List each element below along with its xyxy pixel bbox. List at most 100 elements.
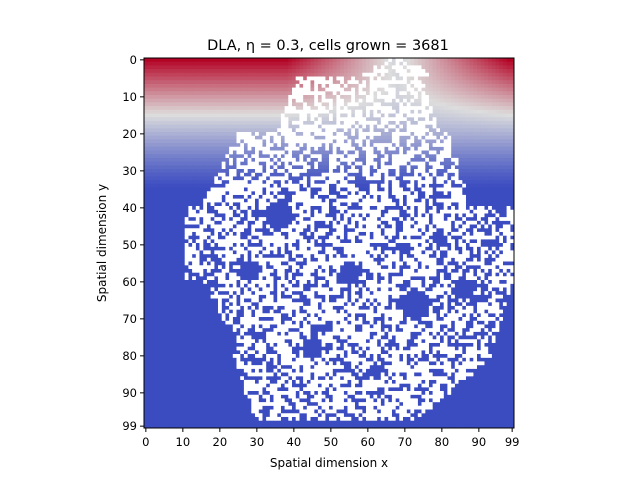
- heatmap-cell: [395, 272, 400, 277]
- heatmap-cell: [166, 324, 171, 329]
- heatmap-cell: [510, 109, 515, 114]
- heatmap-cell: [406, 246, 411, 251]
- heatmap-cell: [495, 165, 500, 170]
- heatmap-cell: [192, 132, 197, 137]
- heatmap-cell: [403, 302, 408, 307]
- heatmap-cell: [436, 124, 441, 129]
- heatmap-cell: [495, 180, 500, 185]
- heatmap-cell: [440, 243, 445, 248]
- heatmap-cell: [299, 294, 304, 299]
- heatmap-cell: [447, 261, 452, 266]
- heatmap-cell: [458, 183, 463, 188]
- heatmap-cell: [188, 346, 193, 351]
- heatmap-cell: [454, 117, 459, 122]
- heatmap-cell: [440, 139, 445, 144]
- heatmap-cell: [414, 335, 419, 340]
- heatmap-cell: [280, 143, 285, 148]
- heatmap-cell: [506, 294, 511, 299]
- heatmap-cell: [229, 120, 234, 125]
- heatmap-cell: [166, 109, 171, 114]
- heatmap-cell: [340, 120, 345, 125]
- heatmap-cell: [203, 76, 208, 81]
- heatmap-cell: [391, 58, 396, 63]
- heatmap-cell: [158, 132, 163, 137]
- heatmap-cell: [206, 139, 211, 144]
- heatmap-cell: [258, 243, 263, 248]
- heatmap-cell: [336, 339, 341, 344]
- heatmap-cell: [414, 313, 419, 318]
- heatmap-cell: [295, 72, 300, 77]
- heatmap-cell: [155, 291, 160, 296]
- heatmap-cell: [195, 335, 200, 340]
- heatmap-cell: [403, 265, 408, 270]
- heatmap-cell: [214, 113, 219, 118]
- heatmap-cell: [502, 235, 507, 240]
- heatmap-cell: [303, 346, 308, 351]
- heatmap-cell: [373, 180, 378, 185]
- heatmap-cell: [166, 80, 171, 85]
- heatmap-cell: [495, 87, 500, 92]
- heatmap-cell: [410, 287, 415, 292]
- heatmap-cell: [277, 254, 282, 259]
- heatmap-cell: [184, 298, 189, 303]
- heatmap-cell: [336, 69, 341, 74]
- heatmap-cell: [336, 294, 341, 299]
- heatmap-cell: [495, 124, 500, 129]
- heatmap-cell: [403, 287, 408, 292]
- heatmap-cell: [473, 69, 478, 74]
- heatmap-cell: [332, 76, 337, 81]
- heatmap-cell: [173, 298, 178, 303]
- heatmap-cell: [354, 69, 359, 74]
- heatmap-cell: [144, 350, 149, 355]
- heatmap-cell: [199, 302, 204, 307]
- heatmap-cell: [317, 172, 322, 177]
- heatmap-cell: [403, 83, 408, 88]
- heatmap-cell: [177, 98, 182, 103]
- heatmap-cell: [443, 61, 448, 66]
- heatmap-cell: [495, 80, 500, 85]
- heatmap-cell: [166, 224, 171, 229]
- heatmap-cell: [484, 287, 489, 292]
- heatmap-cell: [225, 117, 230, 122]
- heatmap-cell: [258, 58, 263, 63]
- heatmap-cell: [347, 313, 352, 318]
- heatmap-cell: [162, 87, 167, 92]
- heatmap-cell: [232, 95, 237, 100]
- heatmap-cell: [240, 257, 245, 262]
- heatmap-cell: [240, 69, 245, 74]
- heatmap-cell: [306, 58, 311, 63]
- heatmap-cell: [240, 83, 245, 88]
- heatmap-cell: [240, 113, 245, 118]
- heatmap-cell: [236, 172, 241, 177]
- heatmap-cell: [395, 224, 400, 229]
- heatmap-cell: [295, 254, 300, 259]
- heatmap-cell: [155, 257, 160, 262]
- heatmap-cell: [314, 339, 319, 344]
- heatmap-cell: [269, 220, 274, 225]
- heatmap-cell: [347, 180, 352, 185]
- heatmap-cell: [343, 339, 348, 344]
- heatmap-cell: [462, 135, 467, 140]
- heatmap-cell: [181, 350, 186, 355]
- heatmap-cell: [502, 309, 507, 314]
- heatmap-cell: [477, 250, 482, 255]
- heatmap-cell: [432, 187, 437, 192]
- heatmap-cell: [306, 161, 311, 166]
- heatmap-cell: [443, 268, 448, 273]
- heatmap-cell: [399, 143, 404, 148]
- heatmap-cell: [210, 302, 215, 307]
- heatmap-cell: [192, 139, 197, 144]
- heatmap-cell: [388, 328, 393, 333]
- heatmap-cell: [495, 291, 500, 296]
- heatmap-cell: [506, 117, 511, 122]
- heatmap-cell: [173, 128, 178, 133]
- heatmap-cell: [440, 109, 445, 114]
- heatmap-cell: [203, 102, 208, 107]
- heatmap-cell: [166, 157, 171, 162]
- heatmap-cell: [232, 350, 237, 355]
- heatmap-cell: [288, 58, 293, 63]
- heatmap-cell: [203, 346, 208, 351]
- heatmap-cell: [347, 206, 352, 211]
- heatmap-cell: [177, 180, 182, 185]
- heatmap-cell: [491, 135, 496, 140]
